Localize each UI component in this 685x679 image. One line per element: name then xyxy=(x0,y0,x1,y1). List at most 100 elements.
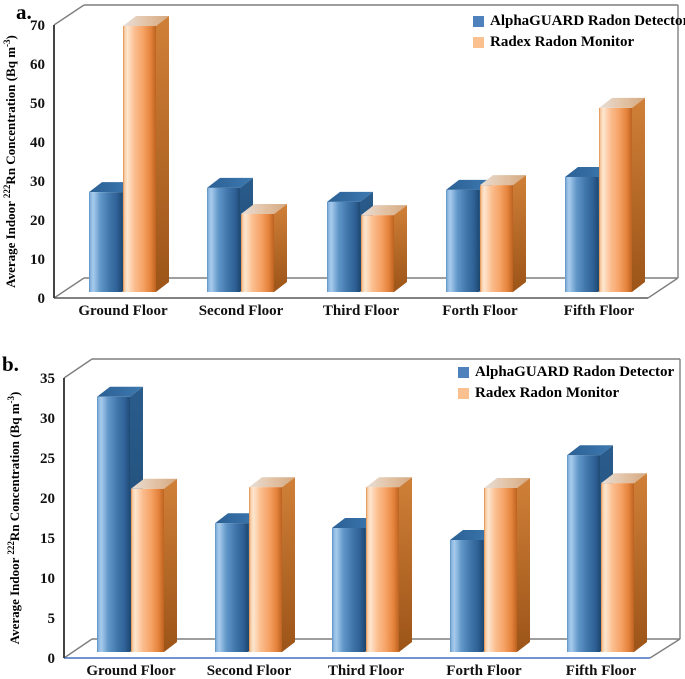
y-axis-tick-labels: 0 10 20 30 40 50 60 70 xyxy=(30,18,45,307)
y-tick-label: 5 xyxy=(48,611,56,627)
y-tick-label: 15 xyxy=(40,531,55,547)
category-label-second-floor: Second Floor xyxy=(207,663,292,679)
legend-marker-orange-icon xyxy=(473,36,484,48)
legend-panel-a: AlphaGUARD Radon Detector Radex Radon Mo… xyxy=(473,12,685,51)
legend-label-radex: Radex Radon Monitor xyxy=(475,384,620,401)
y-tick-label: 50 xyxy=(30,96,45,112)
legend-item-alphaguard: AlphaGUARD Radon Detector xyxy=(458,363,674,381)
y-tick-label: 10 xyxy=(30,252,45,268)
bar-side-face xyxy=(282,477,295,652)
bar-radex-second-floor xyxy=(241,204,287,292)
bar-top-face xyxy=(97,386,143,397)
legend-marker-blue-icon xyxy=(458,366,469,378)
bar-front-face xyxy=(601,483,634,652)
category-label-ground-floor: Ground Floor xyxy=(86,663,176,679)
bar-radex-third-floor xyxy=(366,477,412,652)
bar-front-face xyxy=(89,192,122,292)
bar-alphaguard-second-floor xyxy=(207,177,253,292)
y-tick-label: 30 xyxy=(40,411,55,427)
legend-label-radex: Radex Radon Monitor xyxy=(490,33,635,50)
bar-side-face xyxy=(634,473,647,652)
bar-front-face xyxy=(215,523,248,652)
bar-top-face xyxy=(599,97,645,108)
bar-front-face xyxy=(327,201,360,292)
bar-side-face xyxy=(164,478,177,652)
legend-label-alphaguard: AlphaGUARD Radon Detector xyxy=(490,12,685,29)
y-tick-label: 40 xyxy=(30,135,45,151)
bar-radex-forth-floor xyxy=(484,478,530,652)
bar-top-face xyxy=(131,478,177,489)
bars xyxy=(97,386,647,652)
bar-side-face xyxy=(517,478,530,652)
bar-radex-fifth-floor xyxy=(599,97,645,292)
bar-side-face xyxy=(399,477,412,652)
legend-item-radex: Radex Radon Monitor xyxy=(473,33,685,51)
bar-radex-ground-floor xyxy=(131,478,177,652)
y-axis-tick-labels: 0 5 10 15 20 25 30 35 xyxy=(40,371,55,667)
frame-top-left-diagonal xyxy=(63,358,93,379)
legend-item-alphaguard: AlphaGUARD Radon Detector xyxy=(473,12,685,30)
bar-radex-forth-floor xyxy=(480,175,526,292)
x-axis-category-labels: Ground Floor Second Floor Third Floor Forth… xyxy=(78,303,634,319)
bar-front-face xyxy=(97,396,130,652)
y-tick-label: 25 xyxy=(40,451,55,467)
category-label-third-floor: Third Floor xyxy=(323,303,400,319)
bar-radex-ground-floor xyxy=(123,16,169,293)
frame-top-left-diagonal xyxy=(53,4,85,26)
category-label-third-floor: Third Floor xyxy=(328,663,405,679)
bar-top-face xyxy=(249,477,295,488)
bar-top-face xyxy=(327,191,373,202)
y-tick-label: 20 xyxy=(40,491,55,507)
bar-front-face xyxy=(123,26,156,293)
legend-marker-blue-icon xyxy=(473,15,484,27)
y-tick-label: 10 xyxy=(40,571,55,587)
bar-front-face xyxy=(446,189,479,292)
legend-item-radex: Radex Radon Monitor xyxy=(458,384,674,402)
panel-label-a: a. xyxy=(16,0,32,24)
y-tick-label: 0 xyxy=(48,651,56,667)
bar-top-face xyxy=(361,205,407,216)
category-label-second-floor: Second Floor xyxy=(199,303,284,319)
bar-top-face xyxy=(241,204,287,214)
bars xyxy=(89,16,645,293)
bar-radex-third-floor xyxy=(361,205,407,292)
frame-bottom-right-diagonal xyxy=(647,277,679,299)
y-tick-label: 60 xyxy=(30,57,45,73)
bar-front-face xyxy=(332,528,365,652)
bar-top-face xyxy=(207,177,253,188)
bar-top-face xyxy=(601,473,647,484)
frame-bottom-left-diagonal xyxy=(63,638,93,659)
frame-bottom-left-diagonal xyxy=(53,277,85,299)
bar-top-face xyxy=(366,477,412,488)
category-label-forth-floor: Forth Floor xyxy=(446,663,522,679)
panel-label-b: b. xyxy=(2,352,19,376)
bar-front-face xyxy=(241,214,274,292)
bar-front-face xyxy=(131,488,164,652)
bar-top-face xyxy=(480,175,526,186)
y-tick-label: 20 xyxy=(30,213,45,229)
bar-top-face xyxy=(123,16,169,27)
y-tick-label: 70 xyxy=(30,18,45,34)
bar-side-face xyxy=(156,16,169,293)
category-label-fifth-floor: Fifth Floor xyxy=(566,663,637,679)
legend-marker-orange-icon xyxy=(458,387,469,399)
bar-front-face xyxy=(207,187,240,292)
bar-side-face xyxy=(632,97,645,292)
y-tick-label: 0 xyxy=(38,291,46,307)
bar-front-face xyxy=(450,540,483,652)
category-label-forth-floor: Forth Floor xyxy=(442,303,518,319)
bar-side-face xyxy=(394,205,407,292)
legend-label-alphaguard: AlphaGUARD Radon Detector xyxy=(475,363,675,380)
y-tick-label: 30 xyxy=(30,174,45,190)
bar-front-face xyxy=(249,487,282,652)
category-label-fifth-floor: Fifth Floor xyxy=(564,303,635,319)
bar-side-face xyxy=(513,175,526,292)
bar-top-face xyxy=(567,445,613,456)
y-tick-label: 35 xyxy=(40,371,55,387)
x-axis-category-labels: Ground Floor Second Floor Third Floor Forth… xyxy=(86,663,636,679)
chart-panel-a: 0 10 20 30 40 50 60 70 Ground Floor Second Floor T… xyxy=(2,4,679,319)
chart-panel-b: 0 5 10 15 20 25 30 35 Ground Floor Second Floor Th… xyxy=(6,358,681,679)
category-label-ground-floor: Ground Floor xyxy=(78,303,168,319)
bar-radex-second-floor xyxy=(249,477,295,652)
